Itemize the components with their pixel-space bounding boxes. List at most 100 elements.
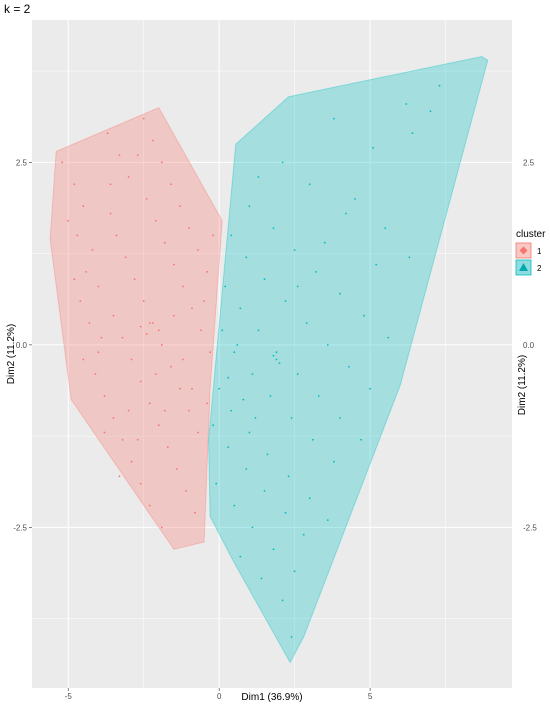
cluster-1-point [112,314,115,317]
cluster-2-point [245,468,248,470]
x-axis-title: Dim1 (36.9%) [241,692,302,703]
cluster-1-point [100,336,103,339]
cluster-1-point [112,417,115,419]
cluster-2-point [248,205,251,208]
cluster-2-point [248,431,251,434]
cluster-1-point [139,380,142,383]
cluster-1-point [179,387,181,390]
cluster-1-point [124,256,127,259]
cluster-2-point [438,84,441,87]
cluster-2-point [233,351,236,354]
cluster-1-point [197,249,199,251]
cluster-2-point [245,256,248,259]
cluster-1-point [151,322,154,324]
cluster-2-point [212,424,215,427]
cluster-2-point [257,329,260,332]
cluster-2-point [266,453,269,456]
cluster-2-point [221,329,224,332]
cluster-1-point [173,263,175,266]
cluster-2-point [296,285,299,288]
cluster-2-point [345,212,347,215]
cluster-1-point [118,154,121,157]
cluster-2-hull [208,55,489,664]
cluster-2-point [272,548,275,551]
cluster-1-point [157,329,160,332]
y-axis-title: Dim2 (11.2%) [6,324,17,384]
cluster-1-point [163,409,166,412]
cluster-2-point [254,417,257,419]
cluster-2-point [339,417,341,419]
cluster-2-point [354,198,356,200]
cluster-1-point [188,227,190,230]
cluster-1-point [160,526,163,529]
cluster-1-point [176,468,178,470]
y-tick-label: -2.5 [13,523,27,532]
cluster-2-point [272,227,275,230]
cluster-2-point [251,526,254,529]
data-points [61,84,441,638]
cluster-2-point [275,351,278,354]
cluster-2-point [263,278,266,281]
chart-title: k = 2 [4,2,31,16]
cluster-2-point [372,146,374,149]
cluster-1-point [170,365,172,368]
cluster-1-point [109,183,112,186]
cluster-2-point [302,533,305,536]
cluster-2-point [314,271,317,273]
cluster-1-point [94,373,97,375]
cluster-2-point [227,376,230,379]
cluster-2-point [305,322,308,324]
cluster-1-point [88,322,91,324]
cluster-1-point [212,234,215,237]
cluster-1-point [106,132,109,135]
cluster-2-point [275,358,278,361]
cluster-1-point [121,438,124,441]
cluster-2-point [278,362,281,364]
cluster-2-point [239,555,242,558]
cluster-1-point [151,139,154,142]
cluster-1-point [148,402,151,405]
cluster-2-point [296,373,299,375]
legend-label: 1 [537,247,542,256]
cluster-1-point [179,205,181,208]
cluster-2-point [375,263,378,266]
cluster-1-point [91,249,94,251]
cluster-1-point [203,300,206,302]
cluster-1-point [142,117,145,120]
cluster-1-point [103,395,106,397]
legend-item-1: 1 [515,242,542,259]
cluster-2-point [333,117,335,120]
cluster-2-point [290,417,293,419]
cluster-2-point [290,636,293,638]
cluster-1-point [160,344,163,346]
cluster-2-point [227,446,230,448]
cluster-1-point [139,325,142,328]
cluster-2-point [218,387,221,390]
cluster-1-point [130,460,133,463]
y-tick-label: 0.0 [16,341,28,350]
cluster-1-point [142,300,145,302]
cluster-1-hull [49,106,223,550]
cluster-2-point [293,249,296,251]
triangle-icon [519,263,528,271]
grid [32,20,512,688]
cluster-2-point [281,161,284,164]
cluster-2-point [326,519,329,521]
cluster-1-point [206,402,209,405]
cluster-2-point [384,227,387,230]
cluster-1-point [182,285,184,288]
cluster-1-point [115,234,118,237]
cluster-2-point [429,110,432,113]
cluster-1-point [160,161,163,164]
cluster-1-point [127,176,130,178]
cluster-2-point [215,482,218,485]
legend-item-2: 2 [515,259,542,276]
cluster-1-point [200,329,203,332]
cluster-2-point [339,292,341,295]
y-axis-title-right: Dim2 (11.2%) [517,355,528,415]
cluster-1-point [82,358,85,361]
cluster-2-point [230,234,233,237]
cluster-2-point [348,365,350,368]
cluster-1-point [97,285,100,288]
cluster-1-point [154,219,157,222]
